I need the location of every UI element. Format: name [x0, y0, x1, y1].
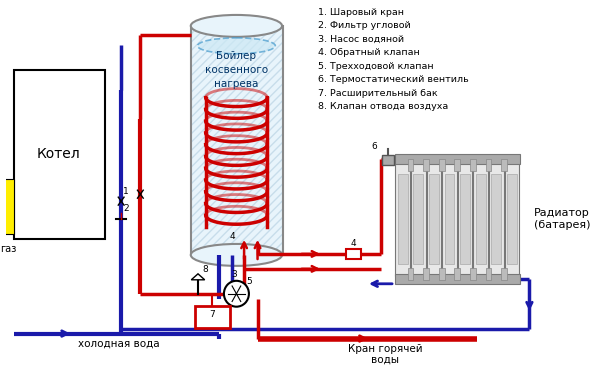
Bar — [486, 159, 491, 171]
Text: 3: 3 — [232, 270, 238, 279]
Bar — [473, 162, 488, 276]
Bar — [407, 268, 413, 280]
Bar — [476, 174, 486, 264]
Bar — [382, 155, 394, 165]
Text: 3. Насос водяной: 3. Насос водяной — [318, 35, 404, 44]
Bar — [14, 70, 105, 239]
Bar — [507, 174, 517, 264]
Bar — [413, 174, 423, 264]
Ellipse shape — [191, 15, 282, 37]
Bar — [427, 162, 441, 276]
Bar — [470, 159, 476, 171]
Bar — [502, 268, 507, 280]
Bar — [486, 268, 491, 280]
Bar — [395, 154, 520, 164]
Text: 4: 4 — [351, 239, 356, 248]
Bar — [395, 274, 520, 284]
Text: Радиатор
(батарея): Радиатор (батарея) — [534, 208, 591, 230]
Bar — [442, 162, 457, 276]
Text: 7: 7 — [209, 310, 215, 319]
Text: 7. Расширительный бак: 7. Расширительный бак — [318, 89, 437, 98]
Bar — [407, 159, 413, 171]
Bar — [346, 249, 361, 259]
Circle shape — [224, 281, 249, 307]
Bar — [439, 159, 445, 171]
Bar — [192, 27, 281, 254]
Bar — [489, 162, 504, 276]
Bar — [191, 26, 283, 255]
Bar — [4, 179, 14, 234]
Text: 2. Фильтр угловой: 2. Фильтр угловой — [318, 22, 411, 30]
Bar — [470, 268, 476, 280]
Bar — [445, 174, 454, 264]
Bar — [439, 268, 445, 280]
Text: 5: 5 — [246, 277, 252, 286]
Polygon shape — [191, 274, 205, 280]
Text: 5. Трехходовой клапан: 5. Трехходовой клапан — [318, 62, 434, 71]
Text: Кран горячей
воды: Кран горячей воды — [348, 344, 422, 365]
Text: Бойлер
косвенного
нагрева: Бойлер косвенного нагрева — [205, 51, 268, 89]
Text: 8. Клапан отвода воздуха: 8. Клапан отвода воздуха — [318, 102, 448, 111]
Bar — [423, 159, 429, 171]
Text: 2: 2 — [123, 204, 128, 213]
Bar — [454, 159, 460, 171]
Text: 8: 8 — [203, 265, 209, 274]
Bar — [458, 162, 472, 276]
Bar — [398, 174, 407, 264]
Text: Котел: Котел — [37, 147, 80, 161]
Bar — [505, 162, 520, 276]
Bar — [429, 174, 439, 264]
Text: 1. Шаровый кран: 1. Шаровый кран — [318, 8, 404, 17]
Text: 4: 4 — [230, 232, 235, 241]
Bar — [195, 306, 230, 328]
Ellipse shape — [191, 244, 282, 266]
Bar — [460, 174, 470, 264]
Text: холодная вода: холодная вода — [78, 339, 160, 348]
Bar — [491, 174, 502, 264]
Bar — [454, 268, 460, 280]
Bar — [395, 162, 410, 276]
Text: 6. Термостатический вентиль: 6. Термостатический вентиль — [318, 75, 469, 84]
Ellipse shape — [197, 38, 275, 54]
Text: 6: 6 — [371, 142, 377, 151]
Text: 1: 1 — [123, 187, 129, 196]
Bar — [423, 268, 429, 280]
Text: газ: газ — [1, 244, 17, 254]
Text: 4. Обратный клапан: 4. Обратный клапан — [318, 48, 420, 57]
Bar — [411, 162, 425, 276]
Bar — [502, 159, 507, 171]
